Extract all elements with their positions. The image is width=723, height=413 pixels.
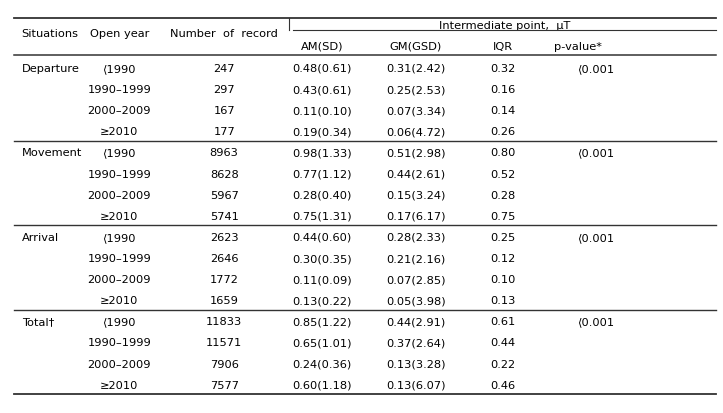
Text: 1772: 1772 bbox=[210, 275, 239, 285]
Text: 0.12: 0.12 bbox=[490, 254, 515, 263]
Text: 0.51(2.98): 0.51(2.98) bbox=[386, 148, 445, 158]
Text: 2000–2009: 2000–2009 bbox=[87, 359, 151, 369]
Text: Number  of  record: Number of record bbox=[170, 29, 278, 39]
Text: 0.07(3.34): 0.07(3.34) bbox=[386, 106, 445, 116]
Text: ≥2010: ≥2010 bbox=[100, 296, 139, 306]
Text: 8963: 8963 bbox=[210, 148, 239, 158]
Text: 167: 167 bbox=[213, 106, 235, 116]
Text: 2646: 2646 bbox=[210, 254, 239, 263]
Text: Departure: Departure bbox=[22, 64, 80, 74]
Text: 7906: 7906 bbox=[210, 359, 239, 369]
Text: 11571: 11571 bbox=[206, 338, 242, 348]
Text: 0.65(1.01): 0.65(1.01) bbox=[292, 338, 351, 348]
Text: GM(GSD): GM(GSD) bbox=[390, 42, 442, 52]
Text: ⟨1990: ⟨1990 bbox=[103, 148, 136, 158]
Text: 0.44: 0.44 bbox=[490, 338, 515, 348]
Text: 0.46: 0.46 bbox=[490, 380, 515, 390]
Text: 7577: 7577 bbox=[210, 380, 239, 390]
Text: 0.98(1.33): 0.98(1.33) bbox=[292, 148, 351, 158]
Text: ≥2010: ≥2010 bbox=[100, 211, 139, 221]
Text: 0.28: 0.28 bbox=[490, 190, 515, 200]
Text: 0.61: 0.61 bbox=[490, 317, 515, 327]
Text: 0.30(0.35): 0.30(0.35) bbox=[292, 254, 351, 263]
Text: 2623: 2623 bbox=[210, 233, 239, 242]
Text: ⟨1990: ⟨1990 bbox=[103, 64, 136, 74]
Text: 0.15(3.24): 0.15(3.24) bbox=[386, 190, 445, 200]
Text: Movement: Movement bbox=[22, 148, 82, 158]
Text: 2000–2009: 2000–2009 bbox=[87, 275, 151, 285]
Text: 0.75(1.31): 0.75(1.31) bbox=[292, 211, 351, 221]
Text: Arrival: Arrival bbox=[22, 233, 59, 242]
Text: 0.43(0.61): 0.43(0.61) bbox=[292, 85, 351, 95]
Text: ⟨0.001: ⟨0.001 bbox=[578, 317, 615, 327]
Text: 0.44(2.91): 0.44(2.91) bbox=[386, 317, 445, 327]
Text: ⟨0.001: ⟨0.001 bbox=[578, 233, 615, 242]
Text: Intermediate point,  μT: Intermediate point, μT bbox=[439, 21, 570, 31]
Text: 0.13(3.28): 0.13(3.28) bbox=[386, 359, 445, 369]
Text: 0.37(2.64): 0.37(2.64) bbox=[386, 338, 445, 348]
Text: 0.26: 0.26 bbox=[490, 127, 515, 137]
Text: 0.21(2.16): 0.21(2.16) bbox=[386, 254, 445, 263]
Text: 0.13: 0.13 bbox=[489, 296, 515, 306]
Text: 1990–1999: 1990–1999 bbox=[87, 254, 151, 263]
Text: 0.48(0.61): 0.48(0.61) bbox=[292, 64, 351, 74]
Text: ⟨1990: ⟨1990 bbox=[103, 233, 136, 242]
Text: 0.60(1.18): 0.60(1.18) bbox=[292, 380, 351, 390]
Text: ≥2010: ≥2010 bbox=[100, 380, 139, 390]
Text: ≥2010: ≥2010 bbox=[100, 127, 139, 137]
Text: 0.07(2.85): 0.07(2.85) bbox=[386, 275, 445, 285]
Text: 0.17(6.17): 0.17(6.17) bbox=[386, 211, 445, 221]
Text: 1659: 1659 bbox=[210, 296, 239, 306]
Text: 1990–1999: 1990–1999 bbox=[87, 338, 151, 348]
Text: ⟨0.001: ⟨0.001 bbox=[578, 148, 615, 158]
Text: 0.11(0.10): 0.11(0.10) bbox=[292, 106, 351, 116]
Text: 1990–1999: 1990–1999 bbox=[87, 85, 151, 95]
Text: 0.85(1.22): 0.85(1.22) bbox=[292, 317, 351, 327]
Text: 0.28(2.33): 0.28(2.33) bbox=[386, 233, 445, 242]
Text: 0.52: 0.52 bbox=[490, 169, 515, 179]
Text: 0.19(0.34): 0.19(0.34) bbox=[292, 127, 351, 137]
Text: 5967: 5967 bbox=[210, 190, 239, 200]
Text: 5741: 5741 bbox=[210, 211, 239, 221]
Text: 0.14: 0.14 bbox=[490, 106, 515, 116]
Text: 0.13(0.22): 0.13(0.22) bbox=[292, 296, 351, 306]
Text: AM(SD): AM(SD) bbox=[301, 42, 343, 52]
Text: 0.11(0.09): 0.11(0.09) bbox=[292, 275, 351, 285]
Text: Situations: Situations bbox=[22, 29, 79, 39]
Text: 0.25: 0.25 bbox=[490, 233, 515, 242]
Text: 0.80: 0.80 bbox=[489, 148, 515, 158]
Text: 0.44(0.60): 0.44(0.60) bbox=[292, 233, 351, 242]
Text: 0.16: 0.16 bbox=[490, 85, 515, 95]
Text: Total†: Total† bbox=[22, 317, 54, 327]
Text: 0.44(2.61): 0.44(2.61) bbox=[386, 169, 445, 179]
Text: ⟨1990: ⟨1990 bbox=[103, 317, 136, 327]
Text: 0.25(2.53): 0.25(2.53) bbox=[386, 85, 445, 95]
Text: 8628: 8628 bbox=[210, 169, 239, 179]
Text: 2000–2009: 2000–2009 bbox=[87, 190, 151, 200]
Text: 0.28(0.40): 0.28(0.40) bbox=[292, 190, 351, 200]
Text: 0.77(1.12): 0.77(1.12) bbox=[292, 169, 351, 179]
Text: Open year: Open year bbox=[90, 29, 149, 39]
Text: 0.06(4.72): 0.06(4.72) bbox=[386, 127, 445, 137]
Text: 0.10: 0.10 bbox=[489, 275, 515, 285]
Text: 1990–1999: 1990–1999 bbox=[87, 169, 151, 179]
Text: 177: 177 bbox=[213, 127, 235, 137]
Text: 0.13(6.07): 0.13(6.07) bbox=[386, 380, 445, 390]
Text: 11833: 11833 bbox=[206, 317, 242, 327]
Text: 0.05(3.98): 0.05(3.98) bbox=[386, 296, 445, 306]
Text: 247: 247 bbox=[213, 64, 235, 74]
Text: p-value*: p-value* bbox=[555, 42, 602, 52]
Text: 0.24(0.36): 0.24(0.36) bbox=[292, 359, 351, 369]
Text: 0.22: 0.22 bbox=[490, 359, 515, 369]
Text: 0.31(2.42): 0.31(2.42) bbox=[386, 64, 445, 74]
Text: 0.32: 0.32 bbox=[490, 64, 515, 74]
Text: 2000–2009: 2000–2009 bbox=[87, 106, 151, 116]
Text: IQR: IQR bbox=[492, 42, 513, 52]
Text: 0.75: 0.75 bbox=[489, 211, 515, 221]
Text: ⟨0.001: ⟨0.001 bbox=[578, 64, 615, 74]
Text: 297: 297 bbox=[213, 85, 235, 95]
